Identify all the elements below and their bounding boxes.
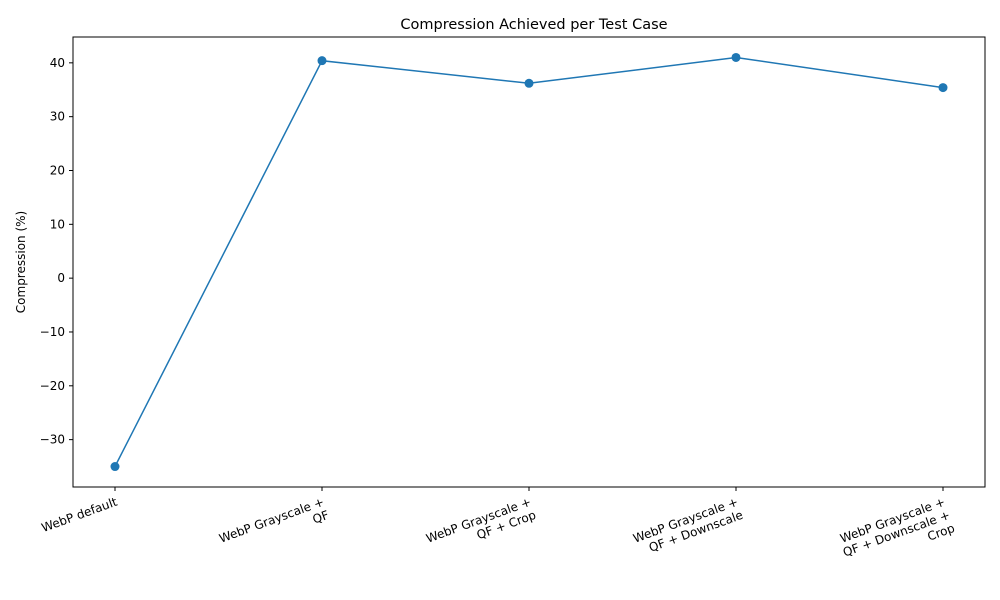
data-point (110, 462, 120, 472)
y-tick-label: 40 (50, 56, 65, 70)
y-tick-label: 20 (50, 163, 65, 177)
x-tick-label: WebP Grayscale +QF (217, 495, 331, 559)
y-tick-label: −10 (40, 325, 65, 339)
y-tick-label: −30 (40, 433, 65, 447)
data-point (317, 56, 327, 66)
x-tick-label: WebP Grayscale +QF + Downscale (631, 495, 745, 559)
x-tick-label: WebP Grayscale +QF + Crop (424, 495, 538, 559)
y-tick-label: 30 (50, 110, 65, 124)
data-point (524, 78, 534, 88)
series-line (114, 56, 944, 467)
x-tick-label: WebP default (40, 495, 120, 535)
y-tick-label: −20 (40, 379, 65, 393)
y-axis-label: Compression (%) (14, 211, 28, 313)
chart-title: Compression Achieved per Test Case (400, 17, 667, 33)
y-tick-label: 0 (57, 271, 65, 285)
data-point (731, 52, 741, 62)
y-tick-label: 10 (50, 217, 65, 231)
data-point (938, 83, 948, 93)
x-tick-label: WebP Grayscale +QF + Downscale +Crop (836, 495, 956, 573)
plot-frame (72, 36, 986, 488)
